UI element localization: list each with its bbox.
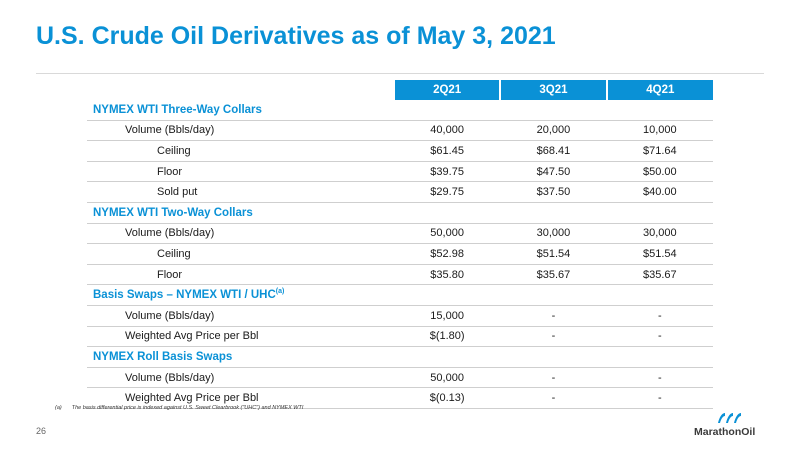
- cell-value: $(0.13): [393, 387, 501, 409]
- footnote-reference: (a): [275, 288, 285, 296]
- logo-wordmark: MarathonOil: [694, 426, 756, 438]
- cell-value: $71.64: [606, 140, 713, 162]
- cell-value: 30,000: [606, 223, 713, 245]
- cell-value: 15,000: [393, 305, 501, 327]
- row-label: Volume (Bbls/day): [87, 367, 394, 389]
- cell-value: $47.50: [500, 161, 607, 183]
- section-header-row: Basis Swaps – NYMEX WTI / UHC(a): [87, 284, 713, 306]
- table-row: Ceiling $52.98 $51.54 $51.54: [87, 243, 713, 265]
- row-label: Floor: [87, 264, 394, 286]
- page-number: 26: [36, 426, 47, 436]
- table-row: Floor $39.75 $47.50 $50.00: [87, 161, 713, 183]
- title-divider: [36, 73, 764, 74]
- marathon-oil-logo-mark-icon: [718, 413, 741, 423]
- row-label: Sold put: [87, 181, 394, 203]
- section-title: Basis Swaps – NYMEX WTI / UHC: [93, 289, 276, 302]
- table-row: Floor $35.80 $35.67 $35.67: [87, 264, 713, 286]
- section-header-row: NYMEX Roll Basis Swaps: [87, 346, 713, 368]
- table-row: Ceiling $61.45 $68.41 $71.64: [87, 140, 713, 162]
- cell-value: 10,000: [606, 120, 713, 142]
- footnote: (a) The basis differential price is index…: [55, 405, 303, 411]
- cell-value: 40,000: [393, 120, 501, 142]
- table-row: Weighted Avg Price per Bbl $(1.80) - -: [87, 326, 713, 348]
- cell-value: $35.80: [393, 264, 501, 286]
- cell-value: $51.54: [606, 243, 713, 265]
- cell-value: $61.45: [393, 140, 501, 162]
- table-row: Volume (Bbls/day) 15,000 - -: [87, 305, 713, 327]
- cell-value: 30,000: [500, 223, 607, 245]
- cell-value: $68.41: [500, 140, 607, 162]
- section-title: NYMEX Roll Basis Swaps: [87, 346, 713, 368]
- cell-value: -: [500, 305, 607, 327]
- cell-value: -: [500, 387, 607, 409]
- row-label: Weighted Avg Price per Bbl: [87, 326, 394, 348]
- cell-value: $39.75: [393, 161, 501, 183]
- row-label: Ceiling: [87, 243, 394, 265]
- cell-value: $35.67: [500, 264, 607, 286]
- cell-value: $52.98: [393, 243, 501, 265]
- cell-value: $51.54: [500, 243, 607, 265]
- cell-value: -: [606, 387, 713, 409]
- row-label: Floor: [87, 161, 394, 183]
- cell-value: 50,000: [393, 367, 501, 389]
- column-header: 3Q21: [499, 80, 607, 100]
- row-label: Ceiling: [87, 140, 394, 162]
- cell-value: $50.00: [606, 161, 713, 183]
- section-title: NYMEX WTI Two-Way Collars: [87, 202, 713, 224]
- section-header-row: NYMEX WTI Three-Way Collars: [87, 100, 713, 121]
- column-header: 4Q21: [605, 80, 713, 100]
- cell-value: $35.67: [606, 264, 713, 286]
- section-title-cell: Basis Swaps – NYMEX WTI / UHC(a): [87, 284, 713, 306]
- footnote-text: The basis differential price is indexed …: [71, 405, 304, 411]
- cell-value: $29.75: [393, 181, 501, 203]
- table-header-row: 2Q21 3Q21 4Q21: [87, 80, 713, 100]
- cell-value: 20,000: [500, 120, 607, 142]
- header-blank-cell: [87, 80, 394, 100]
- row-label: Volume (Bbls/day): [87, 223, 394, 245]
- cell-value: -: [500, 326, 607, 348]
- table-row: Volume (Bbls/day) 40,000 20,000 10,000: [87, 120, 713, 142]
- table-row: Volume (Bbls/day) 50,000 30,000 30,000: [87, 223, 713, 245]
- cell-value: $40.00: [606, 181, 713, 203]
- cell-value: $37.50: [500, 181, 607, 203]
- cell-value: $(1.80): [393, 326, 501, 348]
- section-title: NYMEX WTI Three-Way Collars: [87, 100, 713, 121]
- row-label: Volume (Bbls/day): [87, 120, 394, 142]
- table-row: Volume (Bbls/day) 50,000 - -: [87, 367, 713, 389]
- table-row: Weighted Avg Price per Bbl $(0.13) - -: [87, 387, 713, 409]
- cell-value: -: [606, 367, 713, 389]
- row-label: Weighted Avg Price per Bbl: [87, 387, 394, 409]
- footnote-marker: (a): [55, 405, 62, 411]
- cell-value: 50,000: [393, 223, 501, 245]
- cell-value: -: [500, 367, 607, 389]
- cell-value: -: [606, 326, 713, 348]
- page-title: U.S. Crude Oil Derivatives as of May 3, …: [36, 22, 556, 50]
- section-header-row: NYMEX WTI Two-Way Collars: [87, 202, 713, 224]
- row-label: Volume (Bbls/day): [87, 305, 394, 327]
- table-row: Sold put $29.75 $37.50 $40.00: [87, 181, 713, 203]
- column-header: 2Q21: [392, 80, 501, 100]
- cell-value: -: [606, 305, 713, 327]
- derivatives-table: 2Q21 3Q21 4Q21 NYMEX WTI Three-Way Colla…: [87, 80, 713, 409]
- marathon-oil-logo: MarathonOil: [694, 411, 764, 439]
